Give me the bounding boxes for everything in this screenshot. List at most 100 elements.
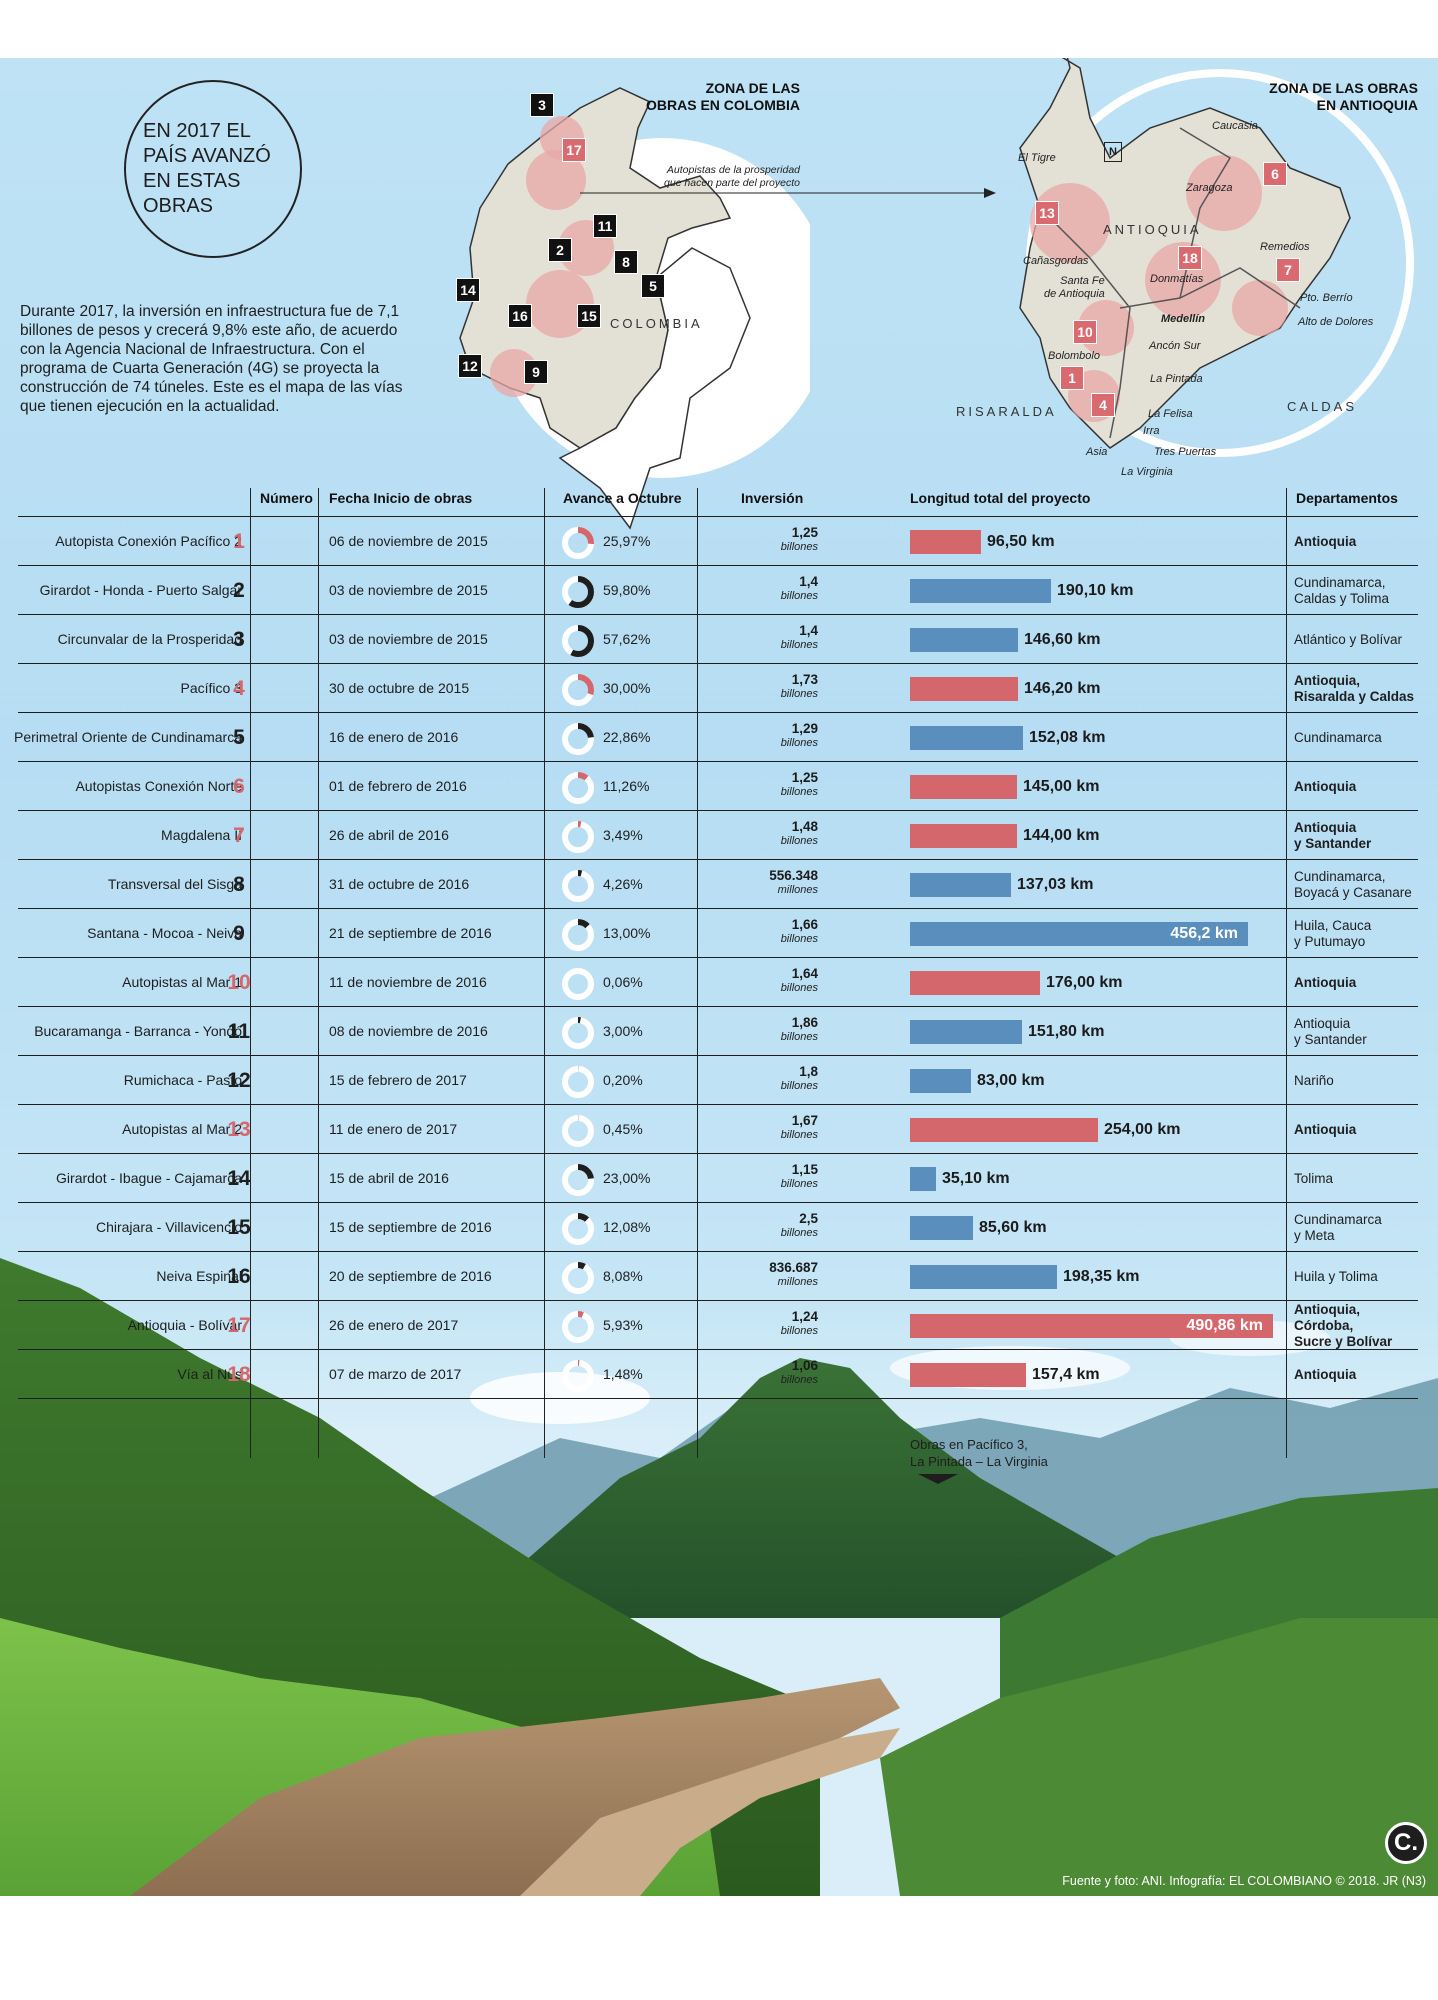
investment-value: 1,25 <box>791 525 818 540</box>
length-bar <box>910 922 1248 946</box>
table-row: Bucaramanga - Barranca - Yondó 11 08 de no… <box>18 1006 1418 1056</box>
investment: 1,86 billones <box>781 1016 818 1044</box>
progress-fill <box>562 1213 594 1245</box>
investment-value: 1,66 <box>791 917 818 932</box>
marker-13: 13 <box>1035 201 1059 225</box>
length-value: 144,00 km <box>1023 827 1100 844</box>
progress-track <box>562 1262 594 1294</box>
project-number: 2 <box>233 579 245 602</box>
length-value: 145,00 km <box>1023 778 1100 795</box>
progress-value: 0,06% <box>603 974 643 990</box>
project-name: Girardot - Ibague - Cajamarca <box>56 1170 242 1186</box>
page-title: EN 2017 EL PAÍS AVANZÓ EN ESTAS OBRAS <box>143 120 271 217</box>
marker-10: 10 <box>1073 320 1097 344</box>
table-row: Autopista Conexión Pacífico 2 1 06 de novi… <box>18 516 1418 566</box>
progress-fill <box>562 527 594 559</box>
marker-14: 14 <box>456 278 480 302</box>
length-bar <box>910 1265 1057 1289</box>
progress-donut <box>562 723 594 755</box>
start-date: 03 de noviembre de 2015 <box>329 582 488 598</box>
start-date: 06 de noviembre de 2015 <box>329 533 488 549</box>
departments: Antioquia y Santander <box>1294 819 1372 851</box>
colombia-map <box>459 87 810 530</box>
project-name: Antioquia - Bolívar <box>127 1317 242 1333</box>
length-value: 152,08 km <box>1029 729 1106 746</box>
progress-fill <box>562 968 594 1000</box>
marker-18: 18 <box>1178 246 1202 270</box>
departments: Antioquia <box>1294 778 1357 794</box>
footer-credit: Fuente y foto: ANI. Infografía: EL COLOM… <box>1062 1874 1426 1888</box>
start-date: 11 de noviembre de 2016 <box>329 974 487 990</box>
town-la-pintada: La Pintada <box>1150 373 1203 385</box>
progress-value: 22,86% <box>603 729 651 745</box>
project-name: Transversal del Sisga <box>107 876 242 892</box>
progress-track <box>562 821 594 853</box>
progress-fill <box>562 576 594 608</box>
project-number: 16 <box>227 1265 251 1288</box>
length-bar <box>910 1363 1026 1387</box>
progress-donut <box>562 576 594 608</box>
investment: 1,25 billones <box>781 771 818 799</box>
investment: 1,8 billones <box>781 1065 818 1093</box>
investment: 1,15 billones <box>781 1163 818 1191</box>
header-inversion: Inversión <box>741 490 804 506</box>
marker-6: 6 <box>1263 162 1287 186</box>
table-row: Autopistas al Mar 1 10 11 de noviembre de … <box>18 957 1418 1007</box>
town-alto-dolores: Alto de Dolores <box>1298 316 1374 328</box>
progress-fill <box>562 723 594 755</box>
progress-fill <box>562 772 594 804</box>
project-name: Pacífico 3 <box>180 680 242 696</box>
investment-value: 1,48 <box>791 819 818 834</box>
project-number: 18 <box>227 1363 251 1386</box>
table-row: Neiva Espinal 16 20 de septiembre de 2016 8… <box>18 1251 1418 1301</box>
progress-value: 57,62% <box>603 631 651 647</box>
investment-unit: billones <box>780 1178 818 1190</box>
investment-value: 2,5 <box>799 1211 818 1226</box>
colombia-label: COLOMBIA <box>610 316 703 331</box>
departments: Huila y Tolima <box>1294 1268 1378 1284</box>
investment: 1,24 billones <box>781 1310 818 1338</box>
north-arrow-icon: N <box>1104 142 1122 162</box>
departments: Cundinamarca, Caldas y Tolima <box>1294 574 1390 606</box>
progress-donut <box>562 625 594 657</box>
investment-unit: billones <box>780 737 818 749</box>
length-bar <box>910 726 1023 750</box>
investment-value: 1,8 <box>799 1064 818 1079</box>
length-value: 254,00 km <box>1104 1121 1181 1138</box>
town-ancon-sur: Ancón Sur <box>1149 340 1201 352</box>
start-date: 15 de abril de 2016 <box>329 1170 449 1186</box>
progress-fill <box>562 1017 594 1049</box>
investment-unit: billones <box>780 1227 818 1239</box>
start-date: 20 de septiembre de 2016 <box>329 1268 492 1284</box>
investment-unit: billones <box>780 1374 818 1386</box>
table-row: Circunvalar de la Prosperidad 3 03 de novi… <box>18 614 1418 664</box>
investment-value: 1,06 <box>791 1358 818 1373</box>
departments: Huila, Cauca y Putumayo <box>1294 917 1372 949</box>
length-value: 151,80 km <box>1028 1023 1105 1040</box>
departments: Cundinamarca, Boyacá y Casanare <box>1294 868 1412 900</box>
town-zaragoza: Zaragoza <box>1186 182 1233 194</box>
investment-unit: billones <box>780 835 818 847</box>
length-bar <box>910 775 1017 799</box>
project-number: 8 <box>233 873 245 896</box>
investment-value: 1,86 <box>791 1015 818 1030</box>
project-name: Magdalena II <box>161 827 242 843</box>
project-name: Circunvalar de la Prosperidad <box>57 631 242 647</box>
investment-unit: millones <box>777 1276 818 1288</box>
project-number: 15 <box>227 1216 251 1239</box>
table-bottom-rule <box>18 1398 1418 1399</box>
investment-unit: billones <box>780 933 818 945</box>
length-value: 35,10 km <box>942 1170 1010 1187</box>
investment: 556.348 millones <box>769 869 818 897</box>
investment: 1,4 billones <box>781 575 818 603</box>
length-bar <box>910 824 1017 848</box>
town-pto-berrio: Pto. Berrío <box>1300 292 1353 304</box>
progress-track <box>562 1066 594 1098</box>
progress-value: 8,08% <box>603 1268 643 1284</box>
town-la-felisa: La Felisa <box>1148 408 1193 420</box>
annotation-prosperidad: Autopistas de la prosperidad que hacen p… <box>663 164 800 189</box>
investment: 2,5 billones <box>781 1212 818 1240</box>
length-value: 146,20 km <box>1024 680 1101 697</box>
town-irra: Irra <box>1143 425 1160 437</box>
progress-track <box>562 968 594 1000</box>
